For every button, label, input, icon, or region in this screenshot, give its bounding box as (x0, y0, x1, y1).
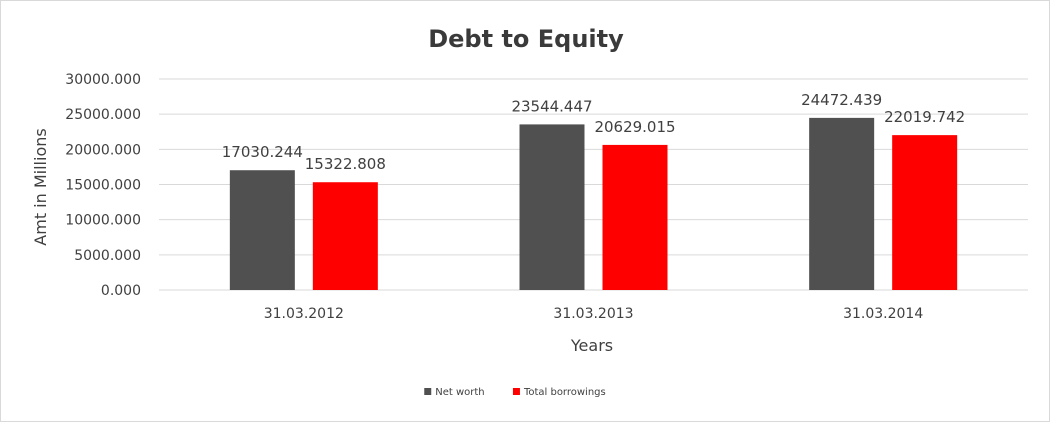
data-label: 20629.015 (594, 118, 675, 136)
x-category-label: 31.03.2013 (553, 306, 633, 322)
legend-swatch (424, 388, 432, 395)
bar-total-borrowings (892, 135, 958, 290)
y-tick-label: 15000.000 (65, 178, 141, 194)
y-tick-label: 0.000 (101, 283, 141, 299)
data-label: 22019.742 (884, 108, 965, 126)
x-category-label: 31.03.2012 (264, 306, 344, 322)
legend-swatch (512, 388, 520, 395)
y-tick-labels: 0.000 5000.000 10000.000 15000.000 20000.000… (65, 72, 141, 299)
data-label: 23544.447 (511, 97, 592, 115)
data-label: 15322.808 (305, 155, 386, 173)
legend-label: Total borrowings (523, 387, 606, 398)
legend: Net worth Total borrowings (424, 387, 606, 398)
x-category-label: 31.03.2014 (843, 306, 923, 322)
bar-net-worth (809, 117, 875, 290)
legend-label: Net worth (435, 387, 484, 398)
chart-title: Debt to Equity (428, 25, 624, 53)
gridlines (159, 78, 1028, 291)
y-tick-label: 30000.000 (65, 72, 141, 88)
bar-total-borrowings (602, 144, 668, 290)
data-label: 24472.439 (801, 91, 882, 109)
x-category-labels: 31.03.2012 31.03.2013 31.03.2014 (264, 306, 924, 322)
x-axis-title: Years (570, 336, 613, 355)
bar-net-worth (519, 124, 585, 290)
y-tick-label: 10000.000 (65, 213, 141, 229)
y-axis-title: Amt in Millions (31, 128, 50, 245)
y-tick-label: 5000.000 (74, 248, 141, 264)
data-label: 17030.244 (222, 143, 303, 161)
bars (229, 117, 958, 290)
y-tick-label: 25000.000 (65, 107, 141, 123)
y-tick-label: 20000.000 (65, 142, 141, 158)
bar-total-borrowings (312, 182, 378, 290)
bar-net-worth (229, 170, 295, 290)
